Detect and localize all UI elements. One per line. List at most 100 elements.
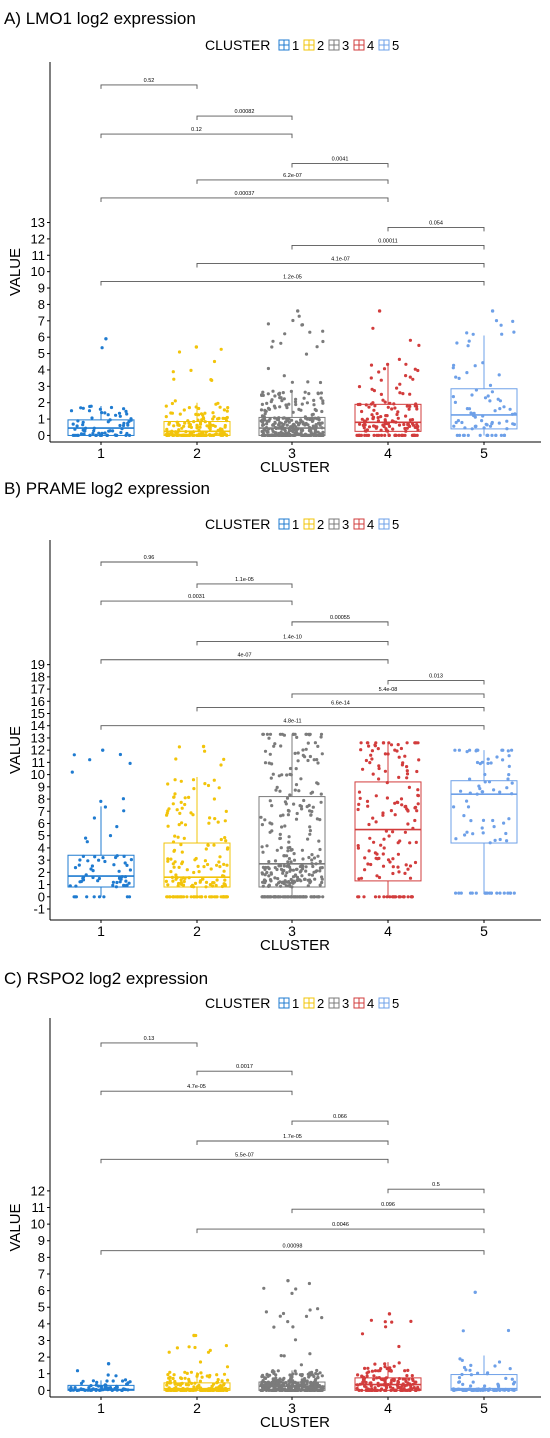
data-point (278, 832, 282, 837)
data-point (287, 433, 291, 437)
data-point (289, 1376, 293, 1380)
data-point (263, 749, 268, 753)
data-point (465, 830, 469, 834)
comparison-bracket: 4.7e-05 (100, 1084, 293, 1096)
data-point (315, 758, 319, 762)
data-point (223, 882, 227, 887)
data-point (454, 420, 458, 425)
data-point (114, 855, 118, 860)
p-value-label: 0.066 (333, 1114, 347, 1120)
data-point (391, 427, 395, 431)
data-point (510, 1377, 514, 1381)
data-point (379, 843, 383, 847)
data-point (386, 858, 391, 862)
p-value-label: 0.013 (429, 674, 443, 680)
data-point (264, 409, 268, 413)
legend-label-5: 5 (392, 38, 399, 53)
data-point (124, 409, 128, 413)
data-point (414, 840, 418, 845)
data-point (126, 1388, 130, 1392)
data-point (180, 433, 184, 437)
bracket-line (100, 197, 389, 202)
data-point (312, 398, 316, 402)
p-value-label: 0.00011 (378, 238, 397, 244)
data-point (208, 816, 212, 820)
data-point (187, 424, 191, 429)
data-point (278, 789, 282, 793)
data-point-max (201, 744, 206, 749)
data-point (496, 1383, 501, 1388)
data-point (302, 1381, 306, 1385)
legend-label-5: 5 (392, 996, 399, 1011)
data-point (283, 332, 287, 336)
data-point (265, 430, 269, 434)
data-point (89, 1384, 93, 1388)
data-point (294, 817, 299, 821)
data-point (204, 847, 208, 851)
data-point (124, 433, 128, 437)
data-point (368, 1381, 372, 1385)
data-point (171, 1376, 175, 1381)
comparison-bracket: 0.00098 (100, 1244, 485, 1255)
data-point (459, 789, 463, 793)
y-tick-label: 19 (31, 657, 45, 672)
data-point (406, 895, 410, 899)
data-point (370, 413, 374, 417)
x-tick-label: 1 (97, 445, 105, 461)
data-point (484, 891, 488, 895)
data-point (201, 416, 205, 420)
panel-title: A) LMO1 log2 expression (4, 9, 196, 28)
data-point (467, 407, 472, 411)
data-point (166, 859, 170, 863)
data-point (393, 895, 397, 899)
data-point (365, 1374, 369, 1378)
data-point (174, 873, 178, 877)
data-point (362, 1376, 367, 1380)
data-point (382, 895, 386, 899)
box-rect (67, 854, 135, 888)
data-point (365, 741, 369, 745)
data-point (177, 865, 181, 870)
data-point (462, 433, 466, 437)
data-point (179, 878, 183, 882)
data-point (281, 1378, 285, 1382)
data-point (103, 805, 107, 809)
data-point (288, 869, 292, 873)
box-group-5 (450, 309, 518, 437)
data-point (97, 858, 101, 862)
bracket-line (196, 1070, 293, 1076)
data-point (291, 868, 295, 872)
data-point (187, 1379, 191, 1384)
data-point (406, 422, 410, 426)
data-point (196, 864, 200, 869)
data-point (291, 429, 295, 433)
data-point (97, 876, 101, 881)
data-point (510, 412, 514, 416)
data-point (172, 377, 176, 381)
data-point (279, 341, 283, 345)
data-point (173, 792, 177, 796)
data-point (84, 873, 88, 877)
panel-title: B) PRAME log2 expression (4, 479, 210, 498)
data-point (280, 773, 284, 777)
data-point (269, 871, 273, 875)
data-point (199, 412, 204, 416)
data-point (187, 1345, 191, 1349)
data-point (457, 891, 461, 895)
data-point (295, 811, 299, 816)
data-point (175, 808, 179, 812)
data-point (81, 876, 85, 881)
y-tick-label: 3 (38, 1333, 45, 1348)
comparison-bracket: 0.096 (291, 1202, 485, 1214)
data-point (192, 1385, 196, 1389)
legend-label-1: 1 (292, 517, 299, 532)
data-point (205, 1374, 209, 1378)
y-tick-label: 2 (38, 395, 45, 410)
data-point (469, 411, 473, 415)
data-point (376, 1381, 380, 1385)
data-point (367, 822, 371, 827)
data-point (274, 1376, 278, 1380)
data-point (170, 411, 174, 415)
p-value-label: 0.00082 (235, 109, 255, 115)
data-point (185, 895, 189, 899)
